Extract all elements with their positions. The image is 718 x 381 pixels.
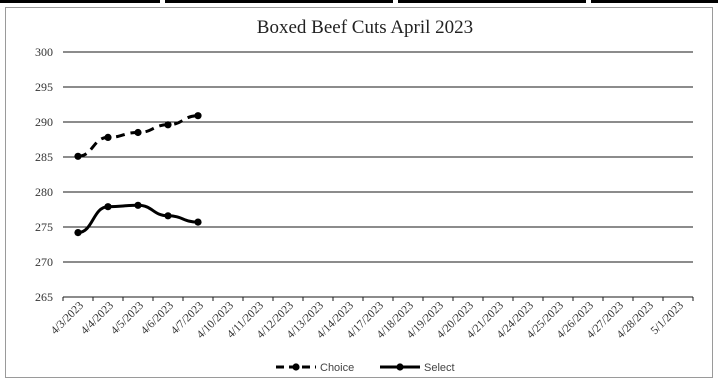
- y-tick-label: 265: [35, 290, 53, 304]
- top-border-strip: [0, 0, 718, 7]
- data-point-select: [74, 229, 82, 237]
- y-tick-label: 280: [35, 185, 53, 199]
- top-border-segment: [165, 0, 393, 3]
- x-axis-ticks: 4/3/20234/4/20234/5/20234/6/20234/7/2023…: [49, 297, 694, 341]
- y-tick-label: 285: [35, 150, 53, 164]
- data-point-select: [104, 203, 112, 211]
- y-tick-label: 290: [35, 115, 53, 129]
- data-point-select: [164, 212, 172, 220]
- chart-title: Boxed Beef Cuts April 2023: [257, 17, 473, 38]
- line-chart: Boxed Beef Cuts April 2023 2652702752802…: [35, 17, 694, 374]
- data-point-choice: [74, 152, 82, 160]
- data-point-select: [134, 201, 142, 209]
- series-line-select: [77, 203, 199, 235]
- legend-label-choice: Choice: [320, 362, 354, 374]
- y-tick-label: 295: [35, 80, 53, 94]
- grid-lines: [63, 51, 693, 298]
- data-point-select: [194, 218, 202, 226]
- series-layer: [74, 112, 202, 237]
- legend-marker-select: [396, 363, 404, 371]
- y-axis-ticks: 265 270 275 280 285 290 295 300: [35, 45, 53, 304]
- top-border-segment: [591, 0, 718, 3]
- data-point-choice: [104, 133, 112, 141]
- y-tick-label: 275: [35, 220, 53, 234]
- legend-marker-choice: [292, 363, 300, 371]
- data-point-choice: [134, 128, 142, 137]
- data-point-choice: [164, 121, 172, 129]
- y-tick-label: 270: [35, 255, 53, 269]
- top-border-segment: [398, 0, 586, 3]
- legend: Choice Select: [276, 362, 455, 374]
- legend-label-select: Select: [424, 362, 455, 374]
- chart-area: Boxed Beef Cuts April 2023 265 270 275 280 2…: [5, 7, 713, 378]
- y-tick-label: 300: [35, 45, 53, 59]
- x-tick-label: 5/1/2023: [649, 299, 687, 337]
- data-point-choice: [194, 112, 202, 120]
- top-border-segment: [0, 0, 160, 3]
